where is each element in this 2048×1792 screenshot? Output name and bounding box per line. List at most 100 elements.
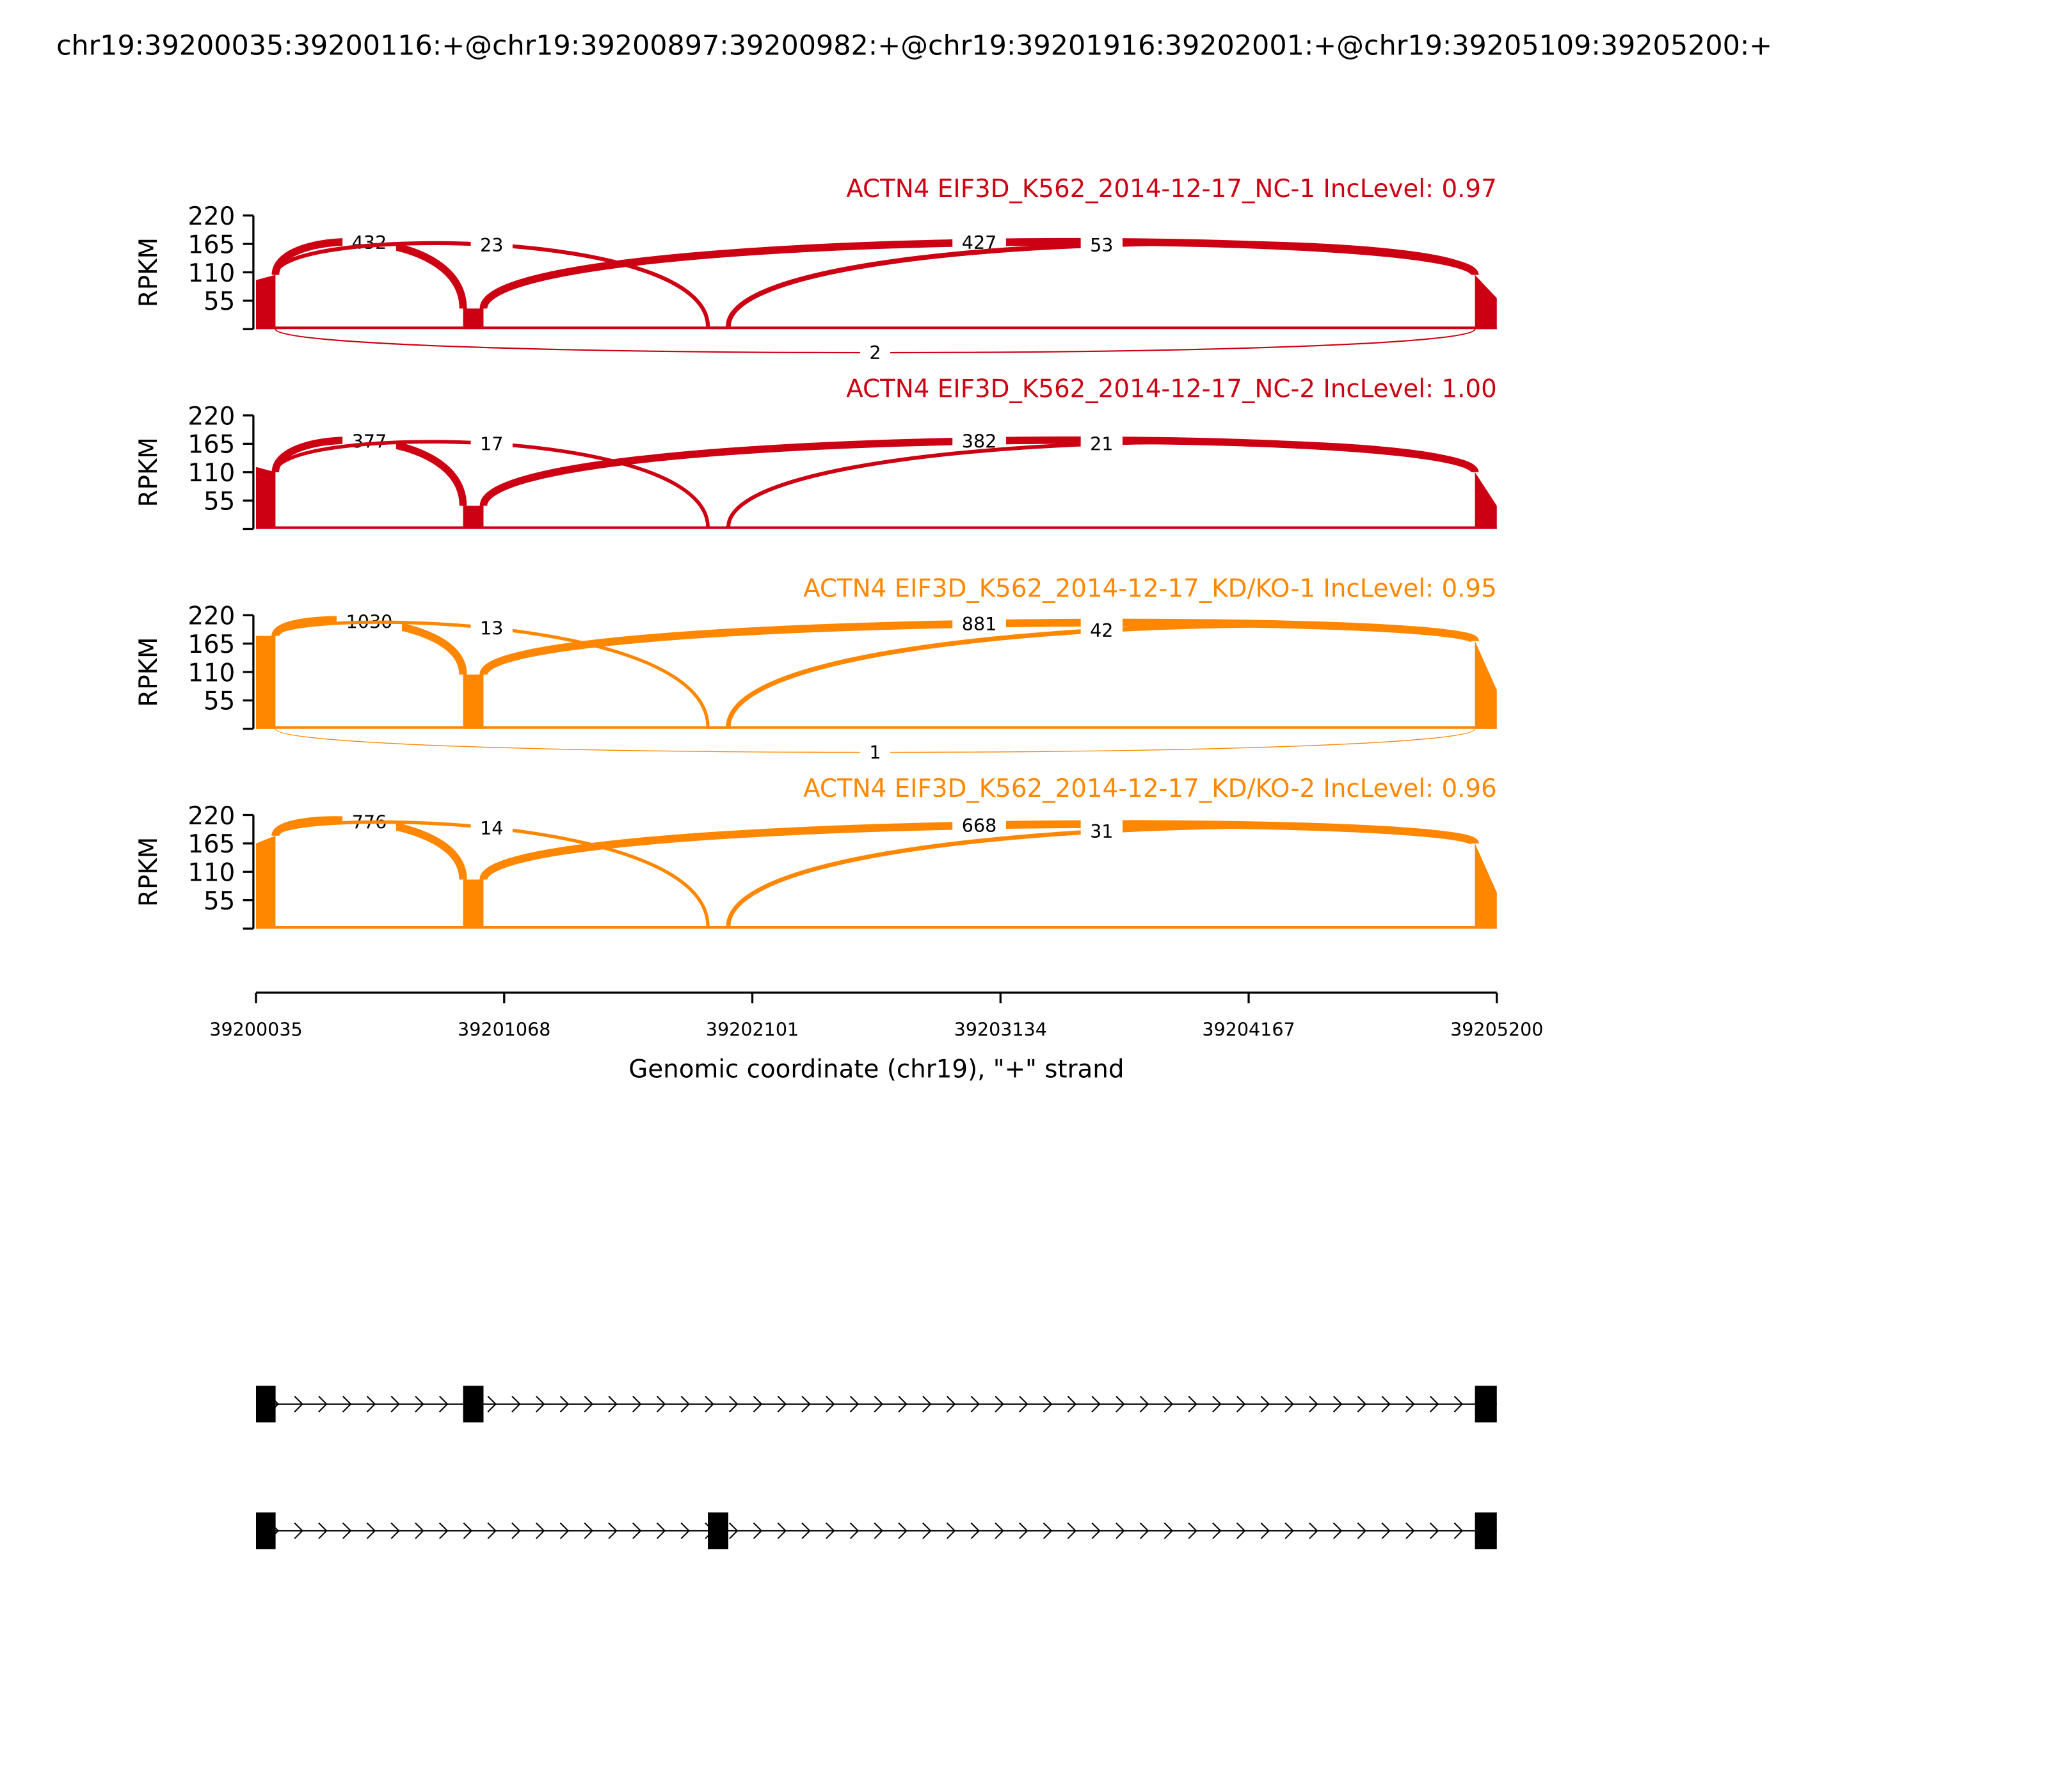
strand-arrow-icon: [366, 1395, 376, 1412]
strand-arrow-icon: [1091, 1395, 1101, 1412]
strand-arrow-icon: [1284, 1522, 1294, 1539]
junction-count-label: 14: [480, 817, 503, 839]
strand-arrow-icon: [970, 1395, 980, 1412]
junction-label-box: [1080, 430, 1123, 457]
strand-arrow-icon: [1405, 1522, 1415, 1539]
strand-arrow-icon: [439, 1522, 449, 1539]
exon-coverage-bar: [1475, 472, 1497, 529]
sample-label: ACTN4 EIF3D_K562_2014-12-17_KD/KO-1 IncL…: [803, 575, 1497, 604]
strand-arrow-icon: [1139, 1522, 1149, 1539]
strand-arrow-icon: [1236, 1395, 1246, 1412]
strand-arrow-icon: [1332, 1522, 1343, 1539]
junction-label-box: [860, 739, 890, 765]
strand-arrow-icon: [1260, 1395, 1270, 1412]
x-tick-label: 39203134: [954, 1018, 1047, 1040]
exon-coverage-bar: [708, 326, 728, 330]
strand-arrow-icon: [1188, 1522, 1197, 1539]
x-tick-label: 39202101: [706, 1018, 799, 1040]
y-axis-label: RPKM: [134, 837, 163, 907]
strand-arrow-icon: [801, 1395, 811, 1412]
strand-arrow-icon: [318, 1395, 328, 1412]
intron-coverage: [256, 326, 1497, 330]
y-tick-label: 55: [204, 887, 235, 916]
strand-arrow-icon: [1019, 1522, 1028, 1539]
exon-block: [708, 1512, 728, 1549]
sample-label: ACTN4 EIF3D_K562_2014-12-17_NC-2 IncLeve…: [846, 374, 1497, 403]
junction-count-label: 21: [1090, 433, 1113, 454]
strand-arrow-icon: [487, 1395, 497, 1412]
strand-arrow-icon: [1429, 1395, 1439, 1412]
strand-arrow-icon: [487, 1522, 497, 1539]
strand-arrow-icon: [415, 1522, 424, 1539]
strand-arrow-icon: [1116, 1395, 1125, 1412]
strand-arrow-icon: [1043, 1395, 1053, 1412]
strand-arrow-icon: [632, 1395, 642, 1412]
strand-arrow-icon: [1332, 1395, 1343, 1412]
strand-arrow-icon: [1453, 1522, 1464, 1539]
strand-arrow-icon: [1453, 1395, 1464, 1412]
strand-arrow-icon: [342, 1522, 352, 1539]
strand-arrow-icon: [1284, 1395, 1294, 1412]
strand-arrow-icon: [849, 1522, 860, 1539]
y-tick-label: 220: [188, 402, 235, 431]
strand-arrow-icon: [729, 1522, 739, 1539]
intron-coverage: [256, 526, 1497, 529]
x-tick-label: 39201068: [458, 1018, 550, 1040]
junction-count-label: 42: [1090, 620, 1113, 641]
junction-count-label: 668: [962, 815, 997, 836]
y-tick-label: 110: [188, 459, 235, 488]
junction-count-label: 881: [962, 613, 997, 635]
strand-arrow-icon: [632, 1522, 642, 1539]
strand-arrow-icon: [1357, 1395, 1367, 1412]
junction-label-box: [1080, 617, 1123, 644]
junction-count-label: 13: [480, 618, 503, 639]
strand-arrow-icon: [874, 1395, 884, 1412]
strand-arrow-icon: [826, 1395, 835, 1412]
strand-arrow-icon: [1381, 1522, 1391, 1539]
y-tick-label: 165: [188, 230, 235, 259]
strand-arrow-icon: [536, 1522, 545, 1539]
y-axis-label: RPKM: [134, 637, 163, 707]
strand-arrow-icon: [559, 1395, 570, 1412]
strand-arrow-icon: [1260, 1522, 1270, 1539]
exon-coverage-bar: [463, 879, 484, 929]
strand-arrow-icon: [463, 1522, 473, 1539]
strand-arrow-icon: [366, 1522, 376, 1539]
strand-arrow-icon: [608, 1522, 618, 1539]
junction-count-label: 17: [480, 433, 503, 454]
junction-count-label: 23: [480, 234, 503, 256]
sample-label: ACTN4 EIF3D_K562_2014-12-17_NC-1 IncLeve…: [846, 175, 1497, 204]
strand-arrow-icon: [1043, 1522, 1053, 1539]
strand-arrow-icon: [777, 1395, 787, 1412]
y-tick-label: 110: [188, 259, 235, 288]
y-tick-label: 55: [204, 487, 235, 516]
y-tick-label: 220: [188, 602, 235, 631]
exon-block: [256, 1512, 276, 1549]
y-tick-label: 165: [188, 830, 235, 859]
strand-arrow-icon: [898, 1395, 908, 1412]
junction-label-box: [952, 812, 1006, 839]
strand-arrow-icon: [1091, 1522, 1101, 1539]
strand-arrow-icon: [1212, 1522, 1222, 1539]
junction-label-box: [1080, 232, 1123, 258]
strand-arrow-icon: [1116, 1522, 1125, 1539]
exon-coverage-bar: [1475, 641, 1497, 729]
strand-arrow-icon: [390, 1395, 400, 1412]
y-tick-label: 55: [204, 287, 235, 316]
strand-arrow-icon: [946, 1522, 956, 1539]
strand-arrow-icon: [898, 1522, 908, 1539]
exon-block: [256, 1386, 276, 1423]
exon-coverage-bar: [1475, 275, 1497, 330]
junction-label-box: [470, 232, 513, 258]
strand-arrow-icon: [1067, 1522, 1077, 1539]
strand-arrow-icon: [1139, 1395, 1149, 1412]
y-tick-label: 220: [188, 202, 235, 231]
intron-coverage: [256, 925, 1497, 929]
strand-arrow-icon: [1309, 1395, 1318, 1412]
strand-arrow-icon: [1164, 1395, 1174, 1412]
strand-arrow-icon: [680, 1395, 690, 1412]
strand-arrow-icon: [801, 1522, 811, 1539]
y-axis-label: RPKM: [134, 237, 163, 307]
